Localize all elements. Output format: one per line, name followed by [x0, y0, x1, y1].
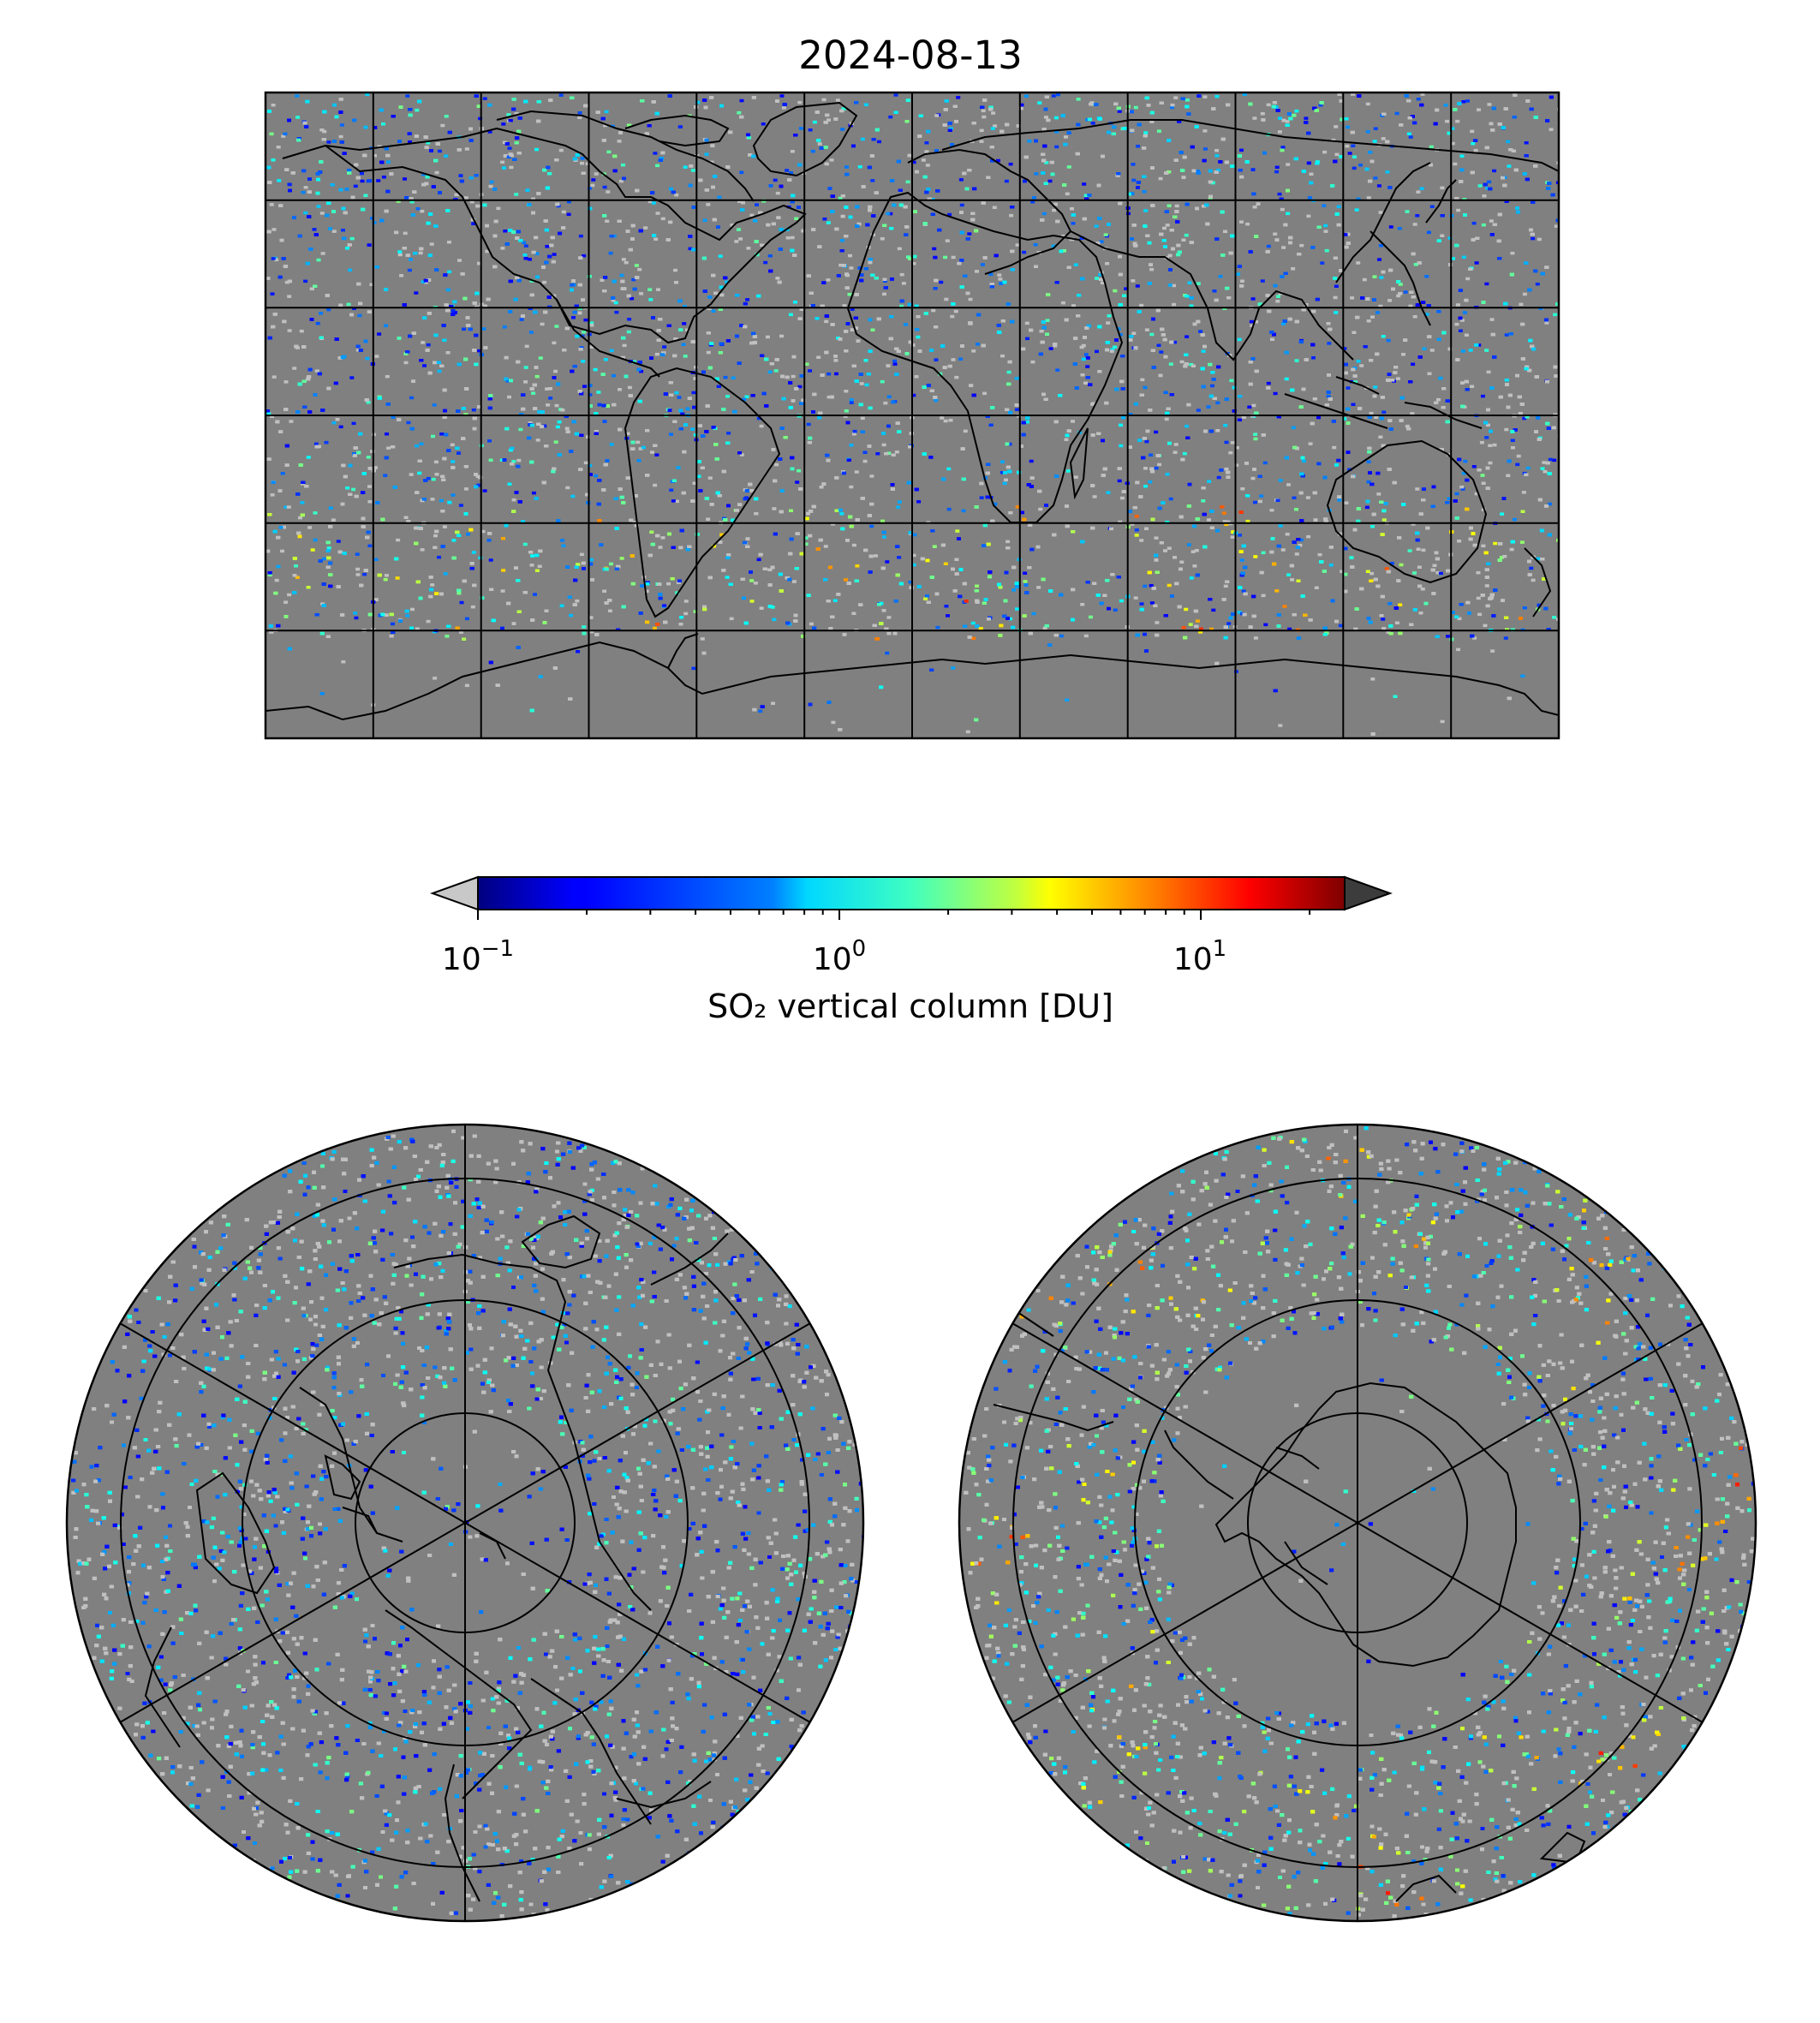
- graticule-north: [119, 1125, 811, 1921]
- so2-data-layer: [266, 92, 1559, 736]
- colorbar-tick-label-0: 10−1: [442, 936, 514, 977]
- figure-title: 2024-08-13: [798, 33, 1023, 78]
- graticule: [266, 92, 1559, 738]
- global-map: [264, 91, 1560, 740]
- so2-data-layer-north: [71, 1129, 863, 1919]
- colorbar-under-extension: [430, 875, 479, 911]
- colorbar-tick-label-1: 100: [813, 936, 866, 977]
- colorbar: 10−1 100 101 SO₂ vertical column [DU]: [430, 875, 1393, 1025]
- south-polar-map: [958, 1123, 1757, 1923]
- coastlines-south: [993, 1301, 1586, 1902]
- graticule-south: [1011, 1125, 1704, 1921]
- colorbar-tick-label-2: 101: [1173, 936, 1226, 977]
- colorbar-gradient: [478, 877, 1345, 910]
- so2-data-layer-south: [964, 1126, 1756, 1919]
- colorbar-label: SO₂ vertical column [DU]: [707, 988, 1113, 1025]
- coastlines-north: [144, 1214, 729, 1902]
- north-polar-map: [65, 1123, 865, 1923]
- colorbar-over-extension: [1344, 875, 1393, 911]
